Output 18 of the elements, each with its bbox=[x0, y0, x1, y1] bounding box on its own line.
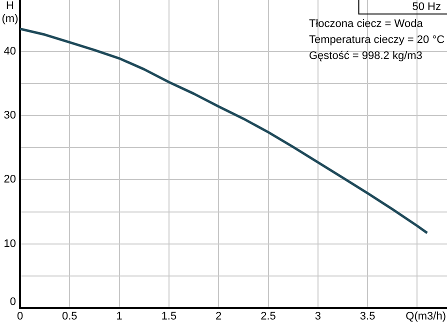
x-tick-label: 1.5 bbox=[161, 310, 177, 323]
y-tick-label: 40 bbox=[4, 45, 16, 58]
y-axis-title: H (m) bbox=[2, 0, 18, 26]
y-tick-label: 0 bbox=[10, 296, 16, 308]
x-tick-label: 3.5 bbox=[360, 310, 376, 323]
x-tick-label: 1 bbox=[116, 310, 122, 323]
x-tick-label: 2.5 bbox=[260, 310, 276, 323]
chart-title: 50 Hz bbox=[412, 1, 441, 14]
annotation: Temperatura cieczy = 20 °C bbox=[309, 34, 445, 46]
annotation: Tłoczona ciecz = Woda bbox=[309, 18, 424, 30]
x-axis-title: Q(m3/h) bbox=[406, 310, 446, 323]
annotation: Gęstość = 998.2 kg/m3 bbox=[309, 50, 422, 62]
y-tick-label: 10 bbox=[4, 238, 16, 250]
x-tick-label: 2 bbox=[216, 310, 222, 323]
x-tick-label: 0.5 bbox=[62, 310, 78, 323]
y-tick-label: 20 bbox=[4, 174, 16, 186]
x-tick-label: 3 bbox=[314, 310, 321, 323]
y-tick-label: 30 bbox=[4, 110, 16, 122]
